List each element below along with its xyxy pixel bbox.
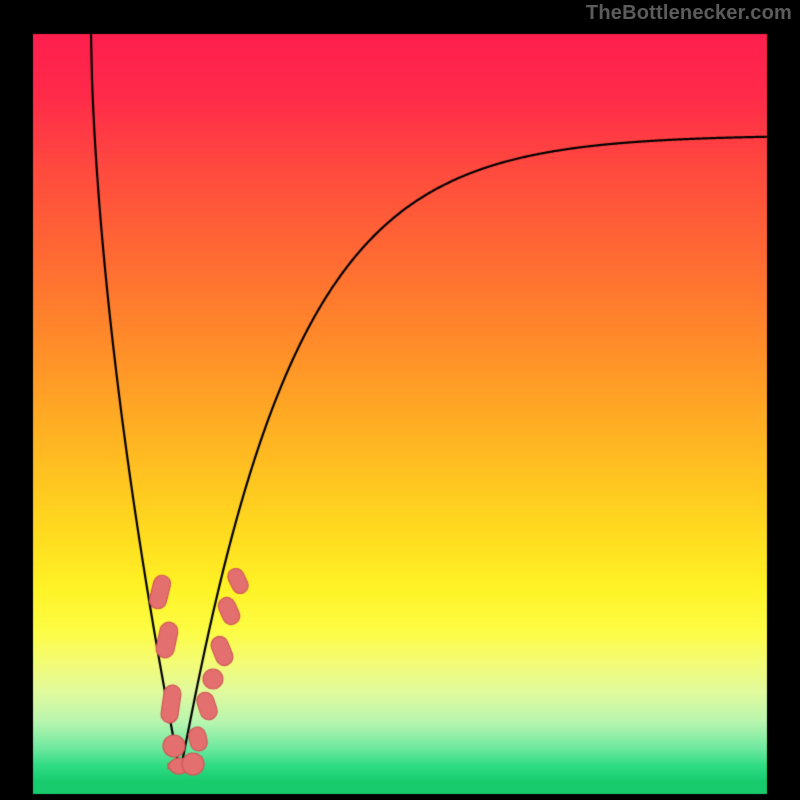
chart-container: { "canvas": { "width": 800, "height": 80… bbox=[0, 0, 800, 800]
bottleneck-curve bbox=[0, 0, 800, 800]
watermark-label: TheBottlenecker.com bbox=[586, 2, 792, 25]
